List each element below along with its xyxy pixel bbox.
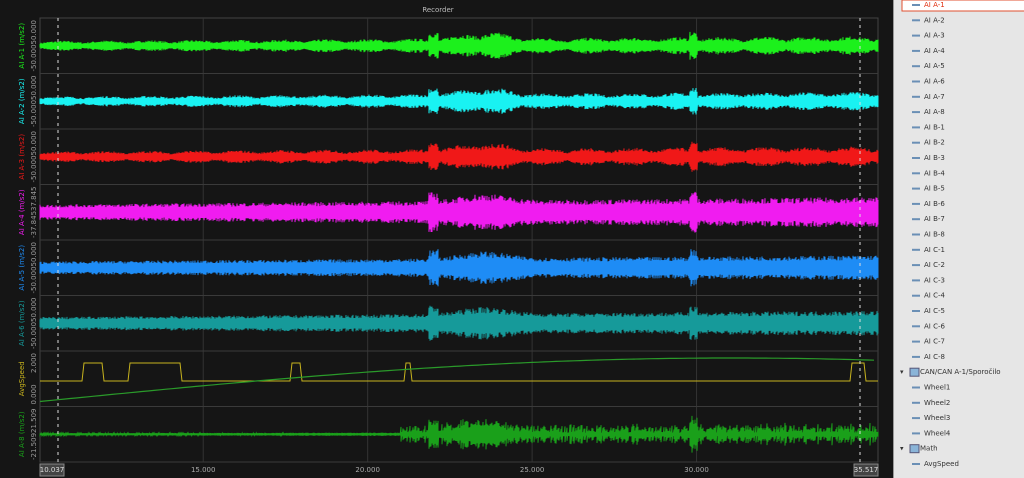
channel-item[interactable]: AI A-2 (924, 16, 945, 24)
channel-item[interactable]: AI B-8 (924, 231, 945, 239)
channel-item[interactable]: AI B-2 (924, 139, 945, 147)
channel-item[interactable]: CAN/CAN A-1/Sporočilo (920, 368, 1001, 376)
channel-item[interactable]: Wheel1 (924, 384, 950, 392)
waveform (39, 249, 879, 287)
waveform (40, 362, 878, 382)
x-range-box (853, 463, 879, 477)
recorder-plot: Recorder 15.000 20.000 25.000 30.000 10.037 3… (0, 0, 893, 478)
channel-item[interactable]: AI B-6 (924, 200, 945, 208)
expand-arrow: ▾ (900, 368, 904, 376)
x-tick-label: 15.000 (191, 466, 216, 474)
strip-max: 2.000 (30, 353, 38, 373)
strip-max: 50.000 (30, 298, 38, 323)
strip-max: 37.845 (30, 187, 38, 212)
strip-min: -21.509 (30, 433, 38, 460)
strip-min: 0.000 (30, 384, 38, 404)
strip-max: 50.000 (30, 20, 38, 45)
strip-label: AI A-8 (m/s2) (18, 411, 26, 457)
waveform (39, 31, 879, 60)
x-range-box (39, 463, 65, 477)
selected-row (901, 0, 1024, 12)
strip-label: AvgSpeed (18, 361, 26, 396)
x-range-label: 35.517 (854, 466, 879, 474)
channel-item[interactable]: AI C-2 (924, 261, 945, 269)
channel-item[interactable]: AI B-7 (924, 215, 945, 223)
channel-item[interactable]: AI C-6 (924, 322, 945, 330)
channel-item[interactable]: AI C-8 (924, 353, 945, 361)
waveform (39, 87, 879, 115)
waveform (39, 357, 875, 403)
channel-item[interactable]: Wheel4 (924, 429, 951, 437)
strip-label: AI A-2 (m/s2) (18, 78, 26, 124)
channel-item[interactable]: Wheel3 (924, 414, 950, 422)
channel-item[interactable]: AI C-3 (924, 276, 945, 284)
strip-label: AI A-6 (m/s2) (18, 300, 26, 346)
strip-min: -50.000 (30, 100, 38, 127)
recorder-title: Recorder (422, 6, 453, 14)
channel-item[interactable]: AI C-1 (924, 246, 945, 254)
channel-item[interactable]: AI B-3 (924, 154, 945, 162)
channel-item[interactable]: AI A-4 (924, 47, 945, 55)
plot-background (0, 0, 893, 478)
strip-max: 50.000 (30, 131, 38, 156)
strip-label: AI A-4 (m/s2) (18, 189, 26, 235)
strip-label: AI A-5 (m/s2) (18, 245, 26, 291)
strip-min: -37.845 (30, 211, 38, 238)
channel-item[interactable]: AI C-5 (924, 307, 945, 315)
x-range-label: 10.037 (40, 466, 65, 474)
channel-item[interactable]: AI A-3 (924, 32, 945, 40)
channel-list: AI A-1 AI A-2 AI A-3 AI A-4 AI A-5 AI A-6 AI A… (893, 0, 1024, 478)
channel-item[interactable]: AI B-1 (924, 123, 945, 131)
channel-item[interactable]: Math (920, 445, 938, 453)
x-tick-label: 30.000 (684, 466, 709, 474)
strip-min: -50.000 (30, 322, 38, 349)
channel-item[interactable]: AI A-7 (924, 93, 945, 101)
channel-item[interactable]: Wheel2 (924, 399, 950, 407)
channel-item[interactable]: AI B-5 (924, 185, 945, 193)
strip-label: AI A-1 (m/s2) (18, 23, 26, 69)
waveform (39, 141, 879, 172)
group-icon (909, 444, 920, 454)
strip-max: 50.000 (30, 76, 38, 101)
channel-item[interactable]: AI C-7 (924, 338, 945, 346)
channel-item[interactable]: AI C-4 (924, 292, 945, 300)
channel-item[interactable]: AI A-5 (924, 62, 945, 70)
group-icon (909, 367, 920, 377)
waveform (39, 415, 879, 453)
channel-item[interactable]: AI A-6 (924, 78, 945, 86)
channel-item[interactable]: AvgSpeed (924, 460, 959, 468)
strip-min: -50.000 (30, 266, 38, 293)
waveform (39, 305, 879, 341)
x-tick-label: 25.000 (520, 466, 545, 474)
channel-item[interactable]: AI B-4 (924, 169, 945, 177)
channel-item[interactable]: AI A-1 (924, 1, 945, 9)
strip-max: 50.000 (30, 242, 38, 267)
strip-min: -50.000 (30, 155, 38, 182)
channel-item[interactable]: AI A-8 (924, 108, 945, 116)
strip-label: AI A-3 (m/s2) (18, 134, 26, 180)
strip-max: 21.509 (30, 409, 38, 434)
expand-arrow: ▾ (900, 445, 904, 453)
x-tick-label: 20.000 (355, 466, 380, 474)
waveform (39, 191, 879, 233)
strip-min: -50.000 (30, 44, 38, 71)
